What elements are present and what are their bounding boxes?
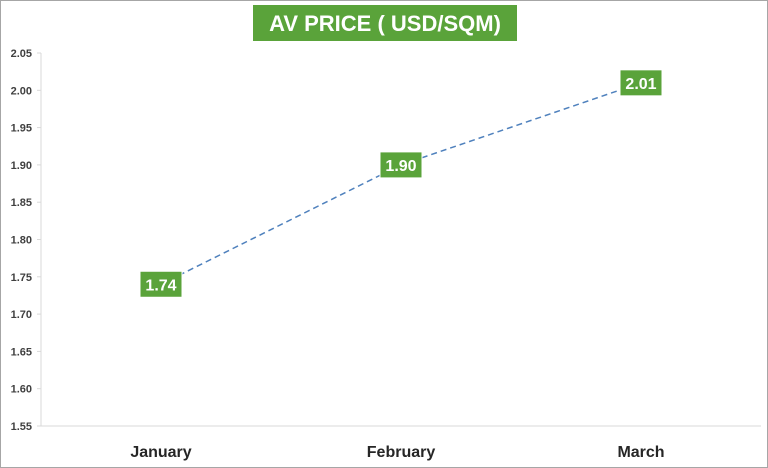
x-tick-label: January [130,444,191,461]
chart-title-group: AV PRICE ( USD/SQM) [253,5,517,41]
data-label: 2.01 [625,76,656,93]
chart-title-background [253,5,517,41]
data-label: 1.90 [385,158,416,175]
y-tick-label: 1.80 [11,235,32,247]
y-tick-label: 2.00 [11,85,32,97]
y-tick-label: 1.90 [11,160,32,172]
y-tick-label: 1.75 [11,272,32,284]
x-tick-label: February [367,444,436,461]
chart-title: AV PRICE ( USD/SQM) [269,11,501,36]
y-tick-label: 2.05 [11,48,32,60]
data-label-background [379,151,423,179]
y-tick-label: 1.95 [11,123,32,135]
y-tick-label: 1.55 [11,421,32,433]
data-label-background [139,270,183,298]
y-axis: 1.55 1.60 1.65 1.70 1.75 1.80 1.85 1.90 1.95 2.00… [11,48,42,433]
x-axis: January February March [41,425,761,461]
y-tick-label: 1.85 [11,197,32,209]
y-tick-label: 1.70 [11,309,32,321]
x-tick-label: March [617,444,664,461]
y-tick-label: 1.60 [11,384,32,396]
data-label-background [619,69,663,97]
series-line [160,82,642,285]
data-label: 1.74 [145,277,176,294]
plot-area: 1.74 1.90 2.01 [139,69,663,298]
y-tick-label: 1.65 [11,346,32,358]
